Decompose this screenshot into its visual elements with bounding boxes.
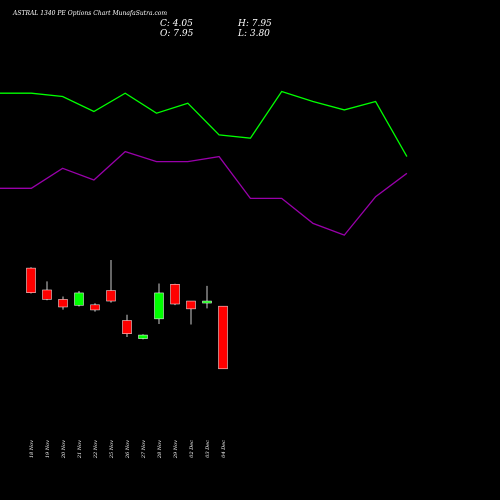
x-tick-label: 22 Nov — [93, 440, 99, 459]
x-tick-label: 18 Nov — [29, 440, 35, 458]
candle-body — [122, 320, 132, 334]
low-value: L: 3.80 — [237, 29, 270, 39]
x-tick-label: 28 Nov — [157, 440, 163, 459]
candle — [74, 291, 84, 307]
chart-title: ASTRAL 1340 PE Options Chart MunafaSutra… — [12, 10, 167, 17]
x-tick-label: 26 Nov — [125, 440, 131, 459]
x-tick-label: 19 Nov — [45, 440, 51, 458]
open-value: O: 7.95 — [160, 29, 194, 39]
candle — [42, 281, 52, 301]
candle — [122, 314, 132, 337]
candle-body — [170, 284, 180, 305]
candle-body — [218, 305, 228, 370]
x-tick-label: 29 Nov — [173, 440, 179, 459]
candle — [58, 296, 68, 310]
candle-body — [90, 304, 100, 311]
candle-body — [186, 300, 196, 310]
x-tick-label: 02 Dec — [189, 440, 195, 458]
high-value: H: 7.95 — [237, 19, 272, 29]
candle-body — [138, 334, 148, 339]
candles — [26, 260, 228, 370]
candle — [186, 300, 196, 325]
candle — [202, 285, 212, 309]
x-tick-label: 03 Dec — [205, 440, 211, 458]
x-tick-label: 27 Nov — [141, 440, 147, 459]
lower-indicator-line — [0, 150, 408, 236]
candle-body — [42, 289, 52, 300]
x-tick-label: 04 Dec — [221, 440, 227, 458]
upper-indicator-line — [0, 90, 408, 157]
candle-body — [106, 290, 116, 302]
indicator-lines — [0, 90, 408, 236]
x-axis-ticks: 18 Nov 19 Nov 20 Nov 21 Nov 22 Nov 25 Nov 26 N… — [29, 440, 227, 459]
x-tick-label: 20 Nov — [61, 440, 67, 459]
candle — [106, 260, 116, 303]
candle — [218, 305, 228, 370]
x-tick-label: 21 Nov — [77, 440, 83, 459]
candle-body — [26, 267, 36, 293]
candle-body — [58, 299, 68, 308]
candle-body — [202, 300, 212, 304]
close-value: C: 4.05 — [160, 19, 193, 29]
candle-body — [154, 292, 164, 320]
x-tick-label: 25 Nov — [109, 440, 115, 459]
candle — [138, 334, 148, 340]
candle — [154, 283, 164, 324]
candle — [90, 303, 100, 312]
candle-body — [74, 292, 84, 306]
candle — [170, 283, 180, 306]
candle — [26, 267, 36, 294]
